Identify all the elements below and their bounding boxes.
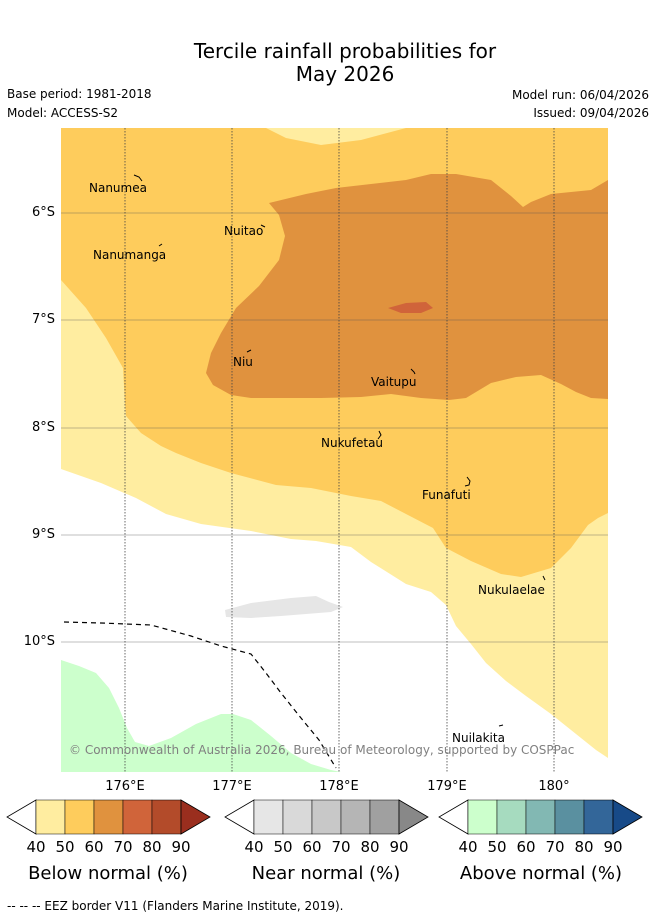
cb-below-swatch-1 [64,799,95,835]
vaitupu-island [410,368,416,375]
latitude-gridlines [61,212,608,643]
nukufetau-island [377,430,382,440]
niu-island [246,349,252,353]
cb-above-tick-60: 60 [516,838,536,856]
cb-near-tick-60: 60 [302,838,322,856]
nukulaelae-island [542,575,546,581]
eez-border-line [63,621,337,769]
lon-label-180: 180° [538,779,570,794]
cb-near-swatch-0 [253,799,284,835]
colorbar-title-near-normal: Near normal (%) [251,863,401,884]
lon-label-176e: 176°E [105,779,145,794]
base-period: Base period: 1981-2018 [7,87,152,101]
cb-above-tick-80: 80 [574,838,594,856]
lat-label-6s: 6°S [31,205,55,220]
lon-label-179e: 179°E [427,779,467,794]
colorbar-below-under-arrow [6,799,37,835]
cb-near-swatch-2 [311,799,342,835]
cb-above-swatch-2 [525,799,556,835]
cb-near-swatch-4 [369,799,400,835]
label-nuilakita: Nuilakita [452,731,505,745]
lon-label-177e: 177°E [212,779,252,794]
cb-above-swatch-4 [583,799,614,835]
cb-near-tick-80: 80 [360,838,380,856]
below-normal-70-region [388,302,433,313]
model-run: Model run: 06/04/2026 [511,88,649,102]
nuitao-island [260,224,266,228]
cb-below-swatch-5 [180,799,211,835]
cb-below-tick-50: 50 [55,838,75,856]
lat-label-9s: 9°S [31,527,55,542]
cb-near-tick-70: 70 [331,838,351,856]
label-nukufetau: Nukufetau [321,436,383,450]
cb-near-tick-90: 90 [389,838,409,856]
label-vaitupu: Vaitupu [371,375,417,389]
cb-above-tick-70: 70 [545,838,565,856]
cb-above-swatch-5 [612,799,643,835]
cb-above-tick-90: 90 [603,838,623,856]
cb-near-tick-40: 40 [244,838,264,856]
below-normal-60-region [206,174,608,400]
cb-above-tick-50: 50 [487,838,507,856]
colorbar-title-below-normal: Below normal (%) [28,863,188,884]
near-normal-40-region [225,596,343,618]
title-line-1: Tercile rainfall probabilities for [193,39,497,63]
colorbar-near-under-arrow [224,799,255,835]
label-niu: Niu [233,355,253,369]
cb-below-tick-60: 60 [84,838,104,856]
longitude-gridlines [124,128,555,772]
nanumanga-island [158,243,163,247]
nuilakita-island [498,724,504,727]
cb-below-swatch-2 [93,799,124,835]
cb-near-swatch-1 [282,799,313,835]
cb-above-swatch-1 [496,799,527,835]
nanumea-island [133,174,143,182]
cb-above-tick-40: 40 [458,838,478,856]
model-name: Model: ACCESS-S2 [7,106,119,120]
colorbar-near-normal [224,799,429,835]
colorbar-above-normal [438,799,643,835]
cb-below-tick-70: 70 [113,838,133,856]
cb-near-swatch-3 [340,799,371,835]
title-line-2: May 2026 [295,62,395,86]
colorbar-below-normal [6,799,211,835]
lat-label-8s: 8°S [31,420,55,435]
lon-label-178e: 178°E [319,779,359,794]
eez-footnote: -- -- -- EEZ border V11 (Flanders Marine… [7,899,344,913]
cb-above-swatch-0 [467,799,498,835]
colorbar-above-under-arrow [438,799,469,835]
label-funafuti: Funafuti [422,488,471,502]
cb-below-tick-90: 90 [171,838,191,856]
label-nuitao: Nuitao [224,224,263,238]
map-title: Tercile rainfall probabilities for May 2… [0,40,655,86]
island-outlines [133,174,546,727]
cb-near-swatch-5 [398,799,429,835]
colorbar-title-above-normal: Above normal (%) [459,863,623,884]
cb-below-swatch-0 [35,799,66,835]
funafuti-island [464,476,471,487]
cb-below-tick-40: 40 [26,838,46,856]
label-nanumea: Nanumea [89,181,147,195]
cb-above-swatch-3 [554,799,585,835]
cb-below-tick-80: 80 [142,838,162,856]
label-nukulaelae: Nukulaelae [478,583,545,597]
lat-label-10s: 10°S [23,634,55,649]
rainfall-probability-map: Nanumea Nuitao Nanumanga Niu Vaitupu Nuk… [61,128,608,772]
above-normal-40-region [61,660,341,772]
issued-date: Issued: 09/04/2026 [533,106,649,120]
colorbars [6,799,643,835]
copyright-notice: © Commonwealth of Australia 2026, Bureau… [69,743,574,757]
cb-below-swatch-3 [122,799,153,835]
label-nanumanga: Nanumanga [93,248,166,262]
lat-label-7s: 7°S [31,312,55,327]
cb-near-tick-50: 50 [273,838,293,856]
cb-below-swatch-4 [151,799,182,835]
